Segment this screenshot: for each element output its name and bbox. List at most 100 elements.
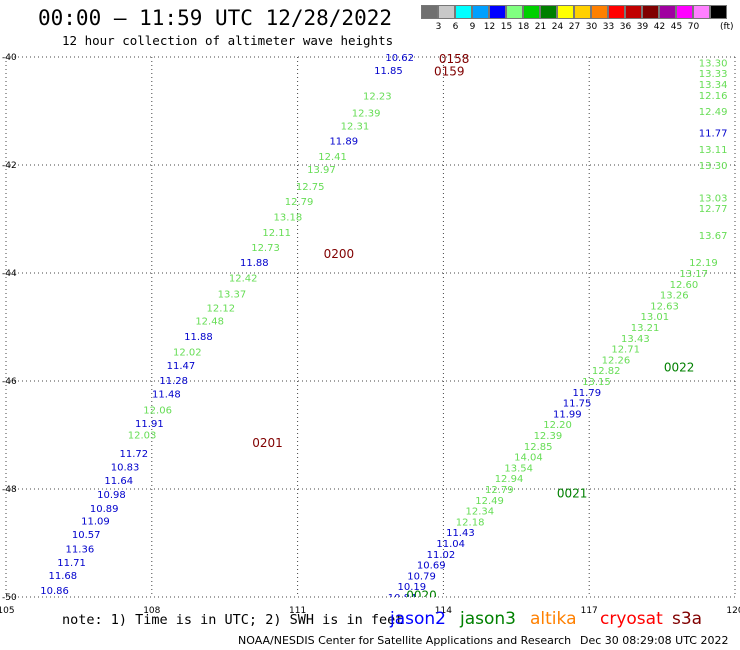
x-tick-label: 105 <box>0 606 15 616</box>
time-label: 0021 <box>557 486 588 500</box>
wave-height-value: 12.85 <box>524 442 553 453</box>
legend-swatch <box>591 5 608 19</box>
wave-height-value: 12.26 <box>602 355 631 366</box>
wave-height-value: 12.11 <box>262 228 291 239</box>
wave-height-value: 11.99 <box>553 409 582 420</box>
wave-height-value: 11.88 <box>240 258 269 269</box>
wave-height-value: 11.79 <box>572 388 601 399</box>
legend-swatch <box>676 5 693 19</box>
wave-height-value: 13.26 <box>660 291 689 302</box>
wave-height-value: 13.43 <box>621 334 650 345</box>
satellite-label-cryosat: cryosat <box>600 609 663 629</box>
legend-swatch <box>540 5 557 19</box>
wave-height-value: 10.89 <box>90 504 119 515</box>
wave-height-value: 11.02 <box>427 550 456 561</box>
x-tick-label: 111 <box>289 606 306 616</box>
wave-height-value: 12.18 <box>456 517 485 528</box>
wave-height-value: 11.28 <box>159 376 188 387</box>
legend-swatch <box>574 5 591 19</box>
wave-height-value: 13.33 <box>699 69 728 80</box>
wave-height-value: 11.04 <box>436 539 465 550</box>
legend-swatch <box>523 5 540 19</box>
wave-height-value: 11.47 <box>167 361 196 372</box>
x-tick-label: 108 <box>143 606 160 616</box>
page-title: 00:00 — 11:59 UTC 12/28/2022 <box>38 6 393 30</box>
legend-label: 45 <box>670 22 683 32</box>
wave-height-value: 12.79 <box>285 197 314 208</box>
x-tick-label: 117 <box>581 606 598 616</box>
wave-height-value: 12.75 <box>296 182 325 193</box>
wave-height-value: 12.48 <box>195 317 224 328</box>
y-tick-label: -50 <box>2 593 17 603</box>
x-tick-label: 114 <box>435 606 452 616</box>
data-points: 10.62 11.85 12.23 12.39 12.31 11.89 12.41 13.97… <box>18 52 728 636</box>
wave-height-value: 13.11 <box>699 145 728 156</box>
wave-height-value: 12.03 <box>128 430 157 441</box>
wave-height-value: 13.01 <box>640 312 669 323</box>
legend-label: 12 <box>483 22 496 32</box>
wave-height-value: 10.79 <box>407 571 436 582</box>
legend-swatch <box>472 5 489 19</box>
legend-swatch <box>693 5 710 19</box>
wave-height-value: 12.63 <box>650 301 679 312</box>
wave-height-value: 12.39 <box>534 431 563 442</box>
wave-height-value: 10.84 <box>388 593 417 604</box>
legend-swatch <box>710 5 727 19</box>
wave-height-value: 12.23 <box>363 91 392 102</box>
legend-label: 9 <box>469 22 476 32</box>
wave-height-value: 11.43 <box>446 528 475 539</box>
wave-height-value: 13.67 <box>699 231 728 242</box>
wave-height-value: 11.64 <box>104 476 133 487</box>
legend-swatch <box>659 5 676 19</box>
page-subtitle: 12 hour collection of altimeter wave hei… <box>62 33 394 48</box>
wave-height-value: 11.09 <box>81 516 110 527</box>
legend-label: 33 <box>602 22 615 32</box>
legend-swatch <box>506 5 523 19</box>
legend-label: 24 <box>551 22 564 32</box>
wave-height-value: 12.12 <box>206 304 235 315</box>
footer-note: note: 1) Time is in UTC; 2) SWH is in fe… <box>62 612 404 628</box>
wave-height-value: 11.48 <box>152 389 181 400</box>
wave-height-value: 13.03 <box>699 193 728 204</box>
y-tick-label: -46 <box>2 377 17 387</box>
wave-height-value: 12.39 <box>352 109 381 120</box>
legend-label: 18 <box>517 22 530 32</box>
wave-height-value: 12.41 <box>318 152 347 163</box>
legend-label: 30 <box>585 22 598 32</box>
wave-height-value: 12.06 <box>143 406 172 417</box>
wave-height-value: 13.18 <box>274 212 303 223</box>
satellite-label-altika: altika <box>530 609 577 629</box>
legend-swatch <box>625 5 642 19</box>
legend-swatch <box>489 5 506 19</box>
wave-height-value: 11.77 <box>699 129 728 140</box>
x-tick-label: 120 <box>726 606 740 616</box>
credit-line: NOAA/NESDIS Center for Satellite Applica… <box>238 634 572 647</box>
wave-height-value: 13.54 <box>504 463 533 474</box>
wave-height-value: 12.49 <box>699 107 728 118</box>
legend-label: 6 <box>452 22 459 32</box>
wave-height-value: 12.79 <box>485 485 514 496</box>
wave-height-value: 10.86 <box>40 586 69 597</box>
y-tick-label: -42 <box>2 161 17 171</box>
wave-height-value: 11.85 <box>374 66 403 77</box>
satellite-label-jason3: jason3 <box>460 609 516 629</box>
wave-height-value: 12.20 <box>543 420 572 431</box>
wave-height-value: 13.21 <box>631 323 660 334</box>
wave-height-value: 12.19 <box>689 258 718 269</box>
wave-height-value: 12.71 <box>611 345 640 356</box>
wave-height-value: 11.91 <box>135 419 164 430</box>
wave-height-value: 13.37 <box>218 290 247 301</box>
time-label: 0022 <box>664 361 695 375</box>
wave-height-value: 14.04 <box>514 453 543 464</box>
legend-label: 3 <box>435 22 442 32</box>
legend-swatch <box>642 5 659 19</box>
legend-label: 42 <box>653 22 666 32</box>
wave-height-value: 11.14 <box>18 625 47 636</box>
legend-label: 70 <box>687 22 700 32</box>
y-tick-label: -48 <box>2 485 17 495</box>
wave-height-value: 13.17 <box>679 269 708 280</box>
satellite-label-s3a: s3a <box>672 609 703 629</box>
wave-height-value: 10.57 <box>72 530 101 541</box>
legend-swatch <box>455 5 472 19</box>
wave-height-value: 12.16 <box>699 91 728 102</box>
